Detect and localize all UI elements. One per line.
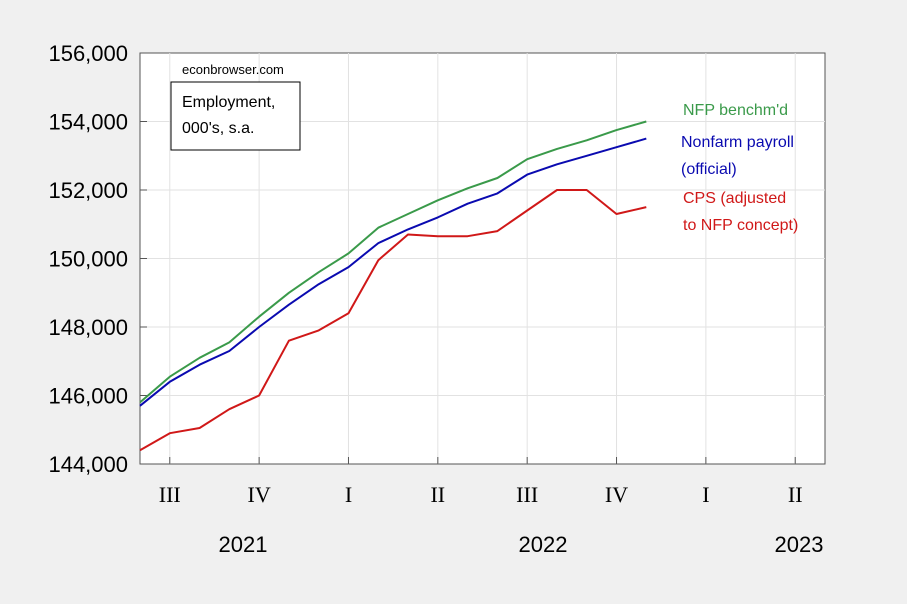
series-label: NFP benchm'd: [683, 102, 788, 119]
source-note: econbrowser.com: [182, 62, 284, 77]
y-tick-label: 146,000: [48, 384, 128, 409]
year-label: 2021: [219, 532, 268, 557]
annotation-box: [170, 81, 301, 151]
x-tick-label: III: [159, 482, 181, 507]
x-tick-label: I: [345, 482, 352, 507]
y-tick-label: 152,000: [48, 178, 128, 203]
x-tick-label: IV: [605, 482, 628, 507]
series-label: (official): [681, 161, 737, 178]
series-label: to NFP concept): [683, 217, 798, 234]
series-label: Nonfarm payroll: [681, 134, 794, 151]
y-axis-ticks: 144,000 146,000 148,000 150,000 152,000 154,0…: [48, 41, 147, 477]
y-tick-label: 144,000: [48, 452, 128, 477]
x-tick-label: I: [702, 482, 709, 507]
series-line: [139, 189, 647, 452]
x-tick-label: II: [788, 482, 803, 507]
x-tick-label: III: [516, 482, 538, 507]
x-tick-label: IV: [248, 482, 271, 507]
series-labels: NFP benchm'd Nonfarm payroll (official) CPS…: [681, 102, 798, 234]
y-tick-label: 150,000: [48, 247, 128, 272]
series-label: CPS (adjusted: [683, 190, 786, 207]
series-line: [139, 120, 647, 404]
series-line: [139, 137, 647, 407]
y-tick-label: 154,000: [48, 110, 128, 135]
x-tick-label: II: [430, 482, 445, 507]
year-label: 2023: [775, 532, 824, 557]
y-tick-label: 156,000: [48, 41, 128, 66]
year-label: 2022: [519, 532, 568, 557]
y-tick-label: 148,000: [48, 315, 128, 340]
annotation-line-1: Employment,: [182, 94, 275, 111]
series-lines: [139, 120, 647, 452]
annotation-line-2: 000's, s.a.: [182, 120, 254, 137]
